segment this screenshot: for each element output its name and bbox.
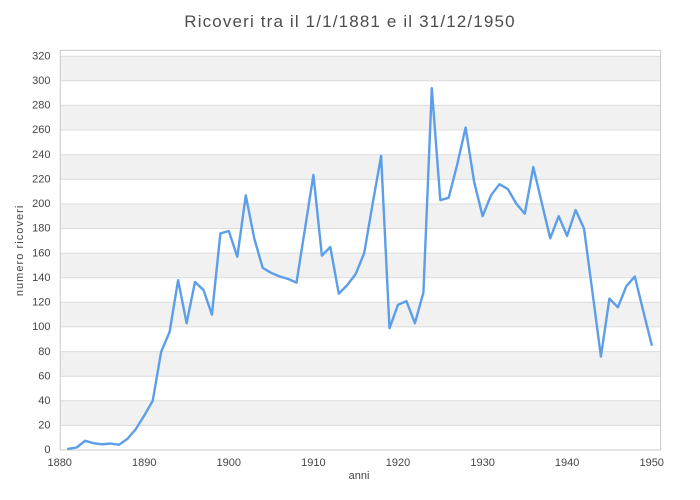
svg-text:100: 100 <box>32 321 50 333</box>
svg-text:280: 280 <box>32 100 50 112</box>
svg-text:1920: 1920 <box>386 457 410 469</box>
svg-text:140: 140 <box>32 272 50 284</box>
svg-text:40: 40 <box>38 395 50 407</box>
svg-text:numero ricoveri: numero ricoveri <box>14 205 26 297</box>
svg-text:200: 200 <box>32 198 50 210</box>
svg-text:240: 240 <box>32 149 50 161</box>
svg-text:300: 300 <box>32 75 50 87</box>
svg-text:anni: anni <box>349 470 370 482</box>
svg-text:0: 0 <box>44 444 50 456</box>
svg-text:60: 60 <box>38 370 50 382</box>
svg-text:80: 80 <box>38 346 50 358</box>
svg-text:1900: 1900 <box>217 457 241 469</box>
svg-text:Ricoveri tra il 1/1/1881 e il: Ricoveri tra il 1/1/1881 e il 31/12/1950 <box>184 12 515 31</box>
svg-text:180: 180 <box>32 223 50 235</box>
svg-text:320: 320 <box>32 50 50 62</box>
svg-text:220: 220 <box>32 174 50 186</box>
svg-text:20: 20 <box>38 420 50 432</box>
svg-text:120: 120 <box>32 297 50 309</box>
svg-text:1950: 1950 <box>639 457 663 469</box>
svg-text:1910: 1910 <box>301 457 325 469</box>
svg-text:1890: 1890 <box>132 457 156 469</box>
svg-text:260: 260 <box>32 124 50 136</box>
svg-text:1880: 1880 <box>47 457 71 469</box>
svg-text:160: 160 <box>32 247 50 259</box>
svg-text:1930: 1930 <box>470 457 494 469</box>
svg-text:1940: 1940 <box>555 457 579 469</box>
